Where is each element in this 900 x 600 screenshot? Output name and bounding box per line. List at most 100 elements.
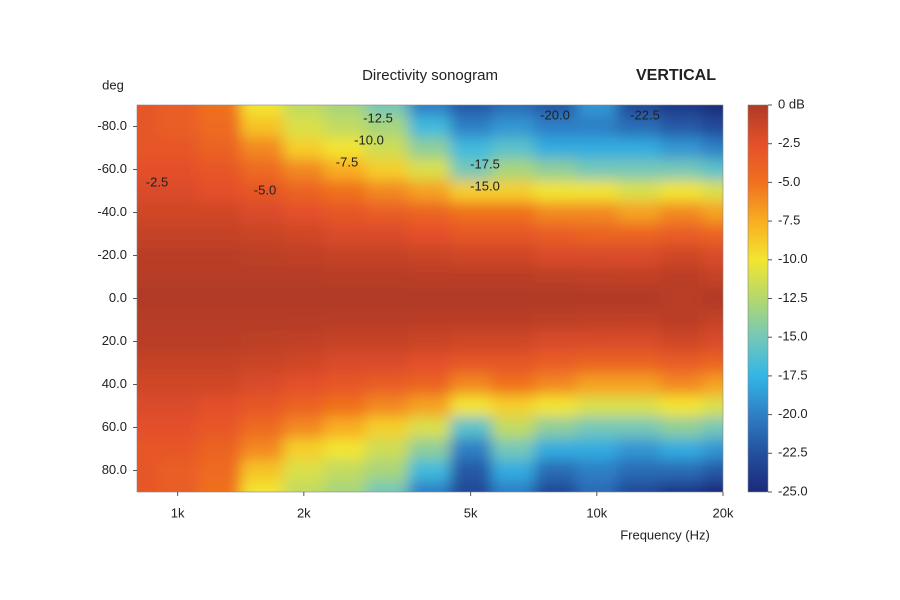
heatmap-cell [702,459,723,482]
heatmap-cell [324,330,366,353]
heatmap-cell [450,244,493,267]
heatmap-cell [659,309,704,332]
heatmap-cell [534,395,577,418]
heatmap-cell [408,137,451,160]
heatmap-cell [534,201,577,224]
heatmap-cell [283,416,325,439]
x-tick-label: 2k [297,505,311,520]
heatmap-cell [283,373,325,396]
heatmap-cell [702,137,723,160]
heatmap-cell [659,459,704,482]
heatmap-cell [365,158,409,181]
colorbar-tick-label: -22.5 [778,445,808,460]
heatmap-cell [617,373,661,396]
heatmap-cell [617,223,661,246]
heatmap-cell [283,352,325,375]
heatmap-cell [365,266,409,289]
heatmap-cell [137,352,158,375]
heatmap-cell [365,201,409,224]
heatmap-cell [197,395,242,418]
heatmap-cell [450,115,493,138]
heatmap-cell [365,180,409,203]
heatmap-cell [324,158,366,181]
heatmap-cell [324,459,366,482]
heatmap-cell [576,137,618,160]
y-tick-label: 60.0 [102,419,127,434]
heatmap-cell [365,244,409,267]
heatmap-cell [324,105,366,117]
y-tick-label: 20.0 [102,333,127,348]
colorbar-tick-label: -15.0 [778,329,808,344]
heatmap-cell [576,287,618,310]
y-axis-label: deg [102,77,124,92]
heatmap-cell [702,180,723,203]
heatmap-cell [491,287,535,310]
heatmap-cell [534,287,577,310]
heatmap-cell [534,266,577,289]
heatmap-cell [157,416,199,439]
y-tick-label: 40.0 [102,376,127,391]
heatmap-cell [576,416,618,439]
heatmap-cell [702,223,723,246]
heatmap-cell [324,395,366,418]
heatmap-cell [617,395,661,418]
heatmap-cell [534,180,577,203]
heatmap-cell [617,459,661,482]
heatmap-cell [197,201,242,224]
heatmap-cell [283,266,325,289]
heatmap-cell [576,180,618,203]
heatmap-cell [137,287,158,310]
heatmap-cell [617,481,661,492]
heatmap-cell [659,416,704,439]
heatmap-cell [240,459,284,482]
heatmap-cell [576,438,618,461]
heatmap-cell [365,395,409,418]
heatmap-cell [617,309,661,332]
y-tick-label: -80.0 [97,118,127,133]
heatmap-cell [365,105,409,117]
heatmap-cell [283,395,325,418]
heatmap-cell [137,180,158,203]
contour-label: -7.5 [336,154,358,169]
heatmap-cell [240,416,284,439]
heatmap-cell [534,459,577,482]
heatmap-cell [534,115,577,138]
heatmap-cell [197,373,242,396]
heatmap-cell [137,373,158,396]
x-tick-label: 1k [171,505,185,520]
heatmap-cell [324,416,366,439]
heatmap-cell [702,105,723,117]
heatmap-cell [137,309,158,332]
heatmap-cell [450,137,493,160]
heatmap-cell [576,459,618,482]
heatmap-cell [617,137,661,160]
heatmap-cell [491,481,535,492]
colorbar-tick-label: -17.5 [778,367,808,382]
heatmap-cell [197,137,242,160]
heatmap-cell [408,223,451,246]
heatmap-cell [283,201,325,224]
heatmap-cell [491,352,535,375]
heatmap-cell [197,287,242,310]
heatmap-cell [576,266,618,289]
colorbar-tick-label: -25.0 [778,483,808,498]
heatmap-cell [283,115,325,138]
heatmap-cell [197,438,242,461]
heatmap-cell [365,373,409,396]
heatmap-cell [157,266,199,289]
heatmap-cell [659,438,704,461]
heatmap-cell [240,158,284,181]
heatmap-cell [702,244,723,267]
heatmap-cell [576,373,618,396]
heatmap-cell [702,309,723,332]
heatmap-cell [617,416,661,439]
heatmap-cell [491,137,535,160]
heatmap-cell [576,395,618,418]
heatmap-cell [197,180,242,203]
heatmap-cell [491,105,535,117]
heatmap-cell [283,330,325,353]
heatmap-cell [157,309,199,332]
heatmap-cell [157,105,199,117]
heatmap-cell [365,459,409,482]
heatmap-cell [240,395,284,418]
